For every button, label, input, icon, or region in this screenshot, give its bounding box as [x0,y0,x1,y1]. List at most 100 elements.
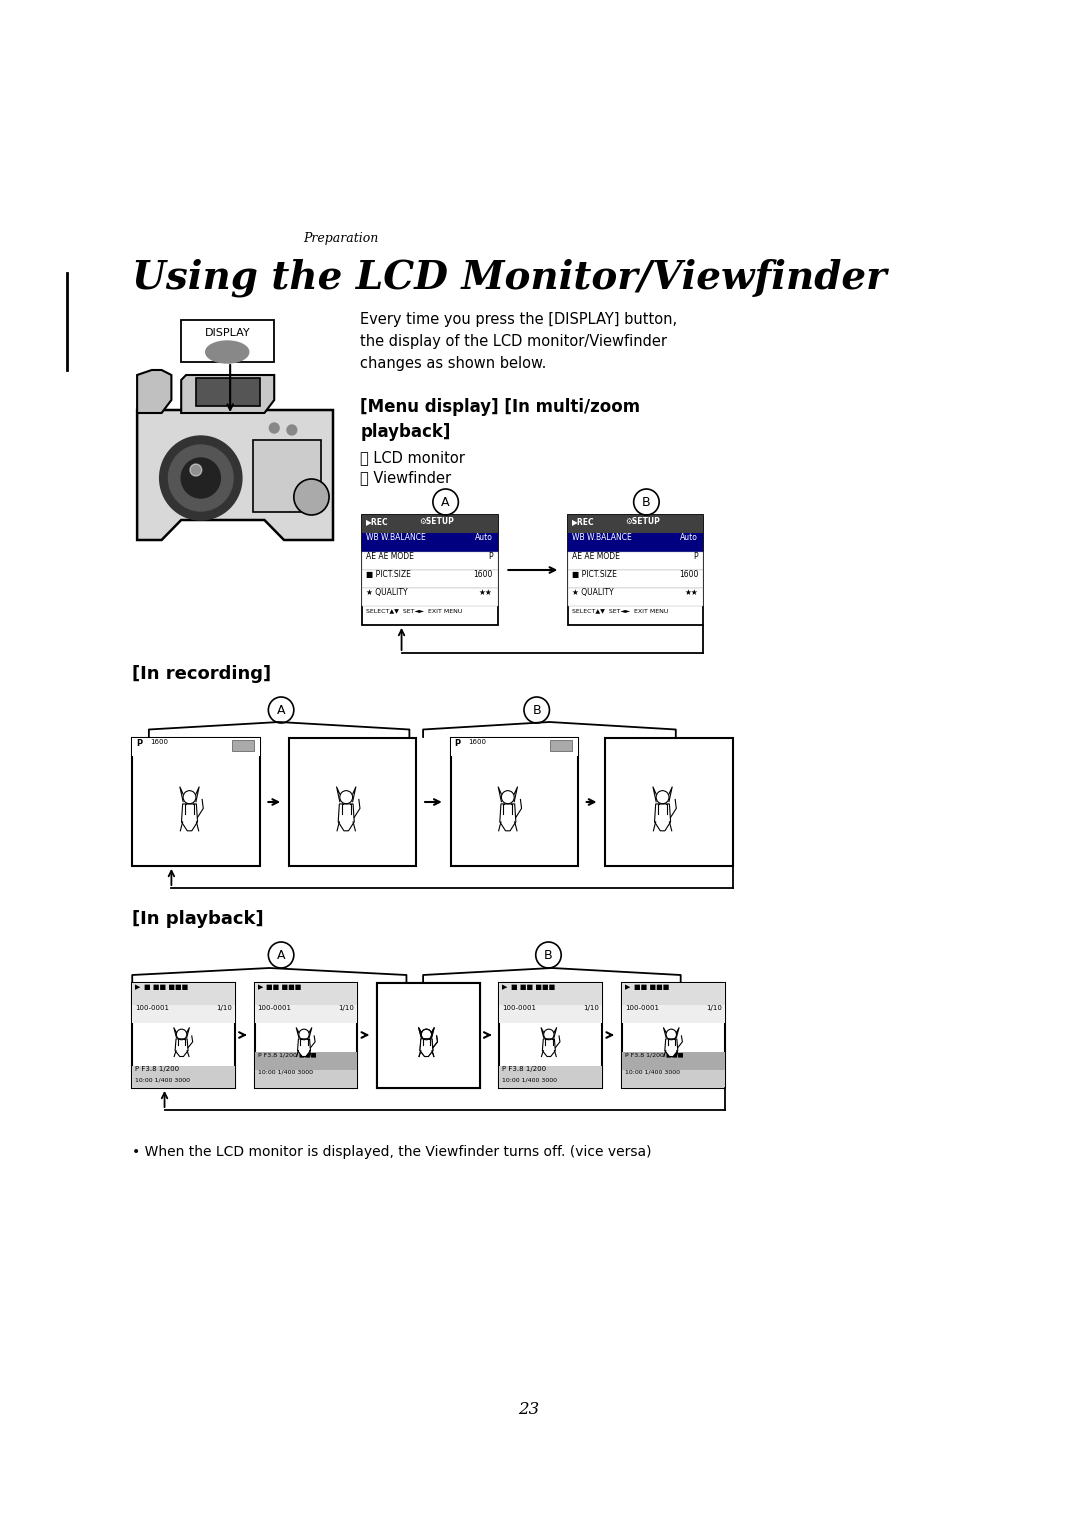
Bar [132,1006,235,1022]
Bar [255,1006,357,1022]
Text: ★★: ★★ [478,588,492,597]
Text: [In playback]: [In playback] [132,909,264,928]
Polygon shape [338,804,354,830]
Text: 10:00 1/400 3000: 10:00 1/400 3000 [258,1070,312,1074]
Bar [568,588,703,606]
Text: B: B [532,703,541,717]
Text: WB W.BALANCE: WB W.BALANCE [366,533,426,542]
Text: 10:00 1/400 3000: 10:00 1/400 3000 [625,1070,679,1074]
Text: ▶: ▶ [502,984,508,990]
Bar [363,514,498,533]
Bar [255,983,357,1088]
Text: ■■ ■■■: ■■ ■■■ [267,984,301,990]
Text: 1/10: 1/10 [706,1006,721,1012]
Bar [450,739,578,755]
Text: ▶: ▶ [135,984,140,990]
Bar [499,1067,603,1088]
Text: P F3.8 1/200: P F3.8 1/200 [135,1067,179,1071]
Bar [622,1051,725,1070]
Bar [568,514,703,533]
Circle shape [294,479,329,514]
Text: AE AE MODE: AE AE MODE [572,552,620,562]
Bar [132,983,235,1006]
Bar [132,1067,235,1088]
Circle shape [168,446,233,511]
Bar [232,740,254,751]
Text: 1600: 1600 [150,739,167,745]
Bar [377,983,480,1088]
Bar [622,983,725,1088]
Text: Auto: Auto [680,533,699,542]
Text: P: P [136,739,143,748]
Text: 100-0001: 100-0001 [625,1006,659,1012]
Polygon shape [181,375,274,414]
Bar [568,533,703,552]
Polygon shape [500,804,516,830]
Bar [363,571,498,588]
Text: ■■ ■■■: ■■ ■■■ [634,984,669,990]
Bar [605,739,732,865]
Bar [255,1051,357,1070]
Text: 100-0001: 100-0001 [258,1006,292,1012]
Text: 10:00 1/400 3000: 10:00 1/400 3000 [502,1077,557,1082]
Bar [568,571,703,588]
Polygon shape [137,369,172,414]
Bar [568,552,703,571]
Text: 1600: 1600 [468,739,486,745]
Circle shape [190,464,202,476]
Bar [377,983,480,1088]
Text: ■ PICT.SIZE: ■ PICT.SIZE [572,571,617,578]
Bar [255,1070,357,1088]
Text: Ⓐ LCD monitor: Ⓐ LCD monitor [361,450,465,465]
Bar [289,739,416,865]
Polygon shape [175,1039,188,1056]
Bar [622,1006,725,1022]
Bar [551,740,572,751]
Text: ★★: ★★ [685,588,699,597]
Text: [Menu display] [In multi/zoom
playback]: [Menu display] [In multi/zoom playback] [361,398,640,441]
Text: A: A [442,496,450,508]
Polygon shape [420,1039,433,1056]
Text: P: P [693,552,699,562]
Text: • When the LCD monitor is displayed, the Viewfinder turns off. (vice versa): • When the LCD monitor is displayed, the… [132,1144,651,1160]
Text: B: B [544,949,553,961]
Text: Preparation: Preparation [303,232,379,246]
Bar [132,983,235,1088]
Bar [253,439,321,513]
Text: ★ QUALITY: ★ QUALITY [572,588,613,597]
Text: AE AE MODE: AE AE MODE [366,552,414,562]
Circle shape [269,423,279,433]
Text: P: P [488,552,492,562]
Text: P F3.8 1/200: P F3.8 1/200 [502,1067,546,1071]
Text: ⚙SETUP: ⚙SETUP [625,517,660,526]
Text: Every time you press the [DISPLAY] button,
the display of the LCD monitor/Viewfi: Every time you press the [DISPLAY] butto… [361,311,677,371]
Polygon shape [665,1039,678,1056]
Text: ▶: ▶ [625,984,631,990]
Bar [255,983,357,1006]
Text: Using the LCD Monitor/Viewfinder: Using the LCD Monitor/Viewfinder [132,258,887,296]
Text: SELECT▲▼  SET◄►  EXIT MENU: SELECT▲▼ SET◄► EXIT MENU [572,607,669,613]
Text: 1/10: 1/10 [583,1006,599,1012]
Text: 1/10: 1/10 [216,1006,232,1012]
Circle shape [181,458,220,497]
Bar [132,739,259,755]
Text: ⚙SETUP: ⚙SETUP [419,517,454,526]
Bar [499,983,603,1088]
Bar [363,588,498,606]
Bar [363,514,498,626]
Circle shape [160,436,242,520]
Text: ★ QUALITY: ★ QUALITY [366,588,408,597]
Text: ■ ■■ ■■■: ■ ■■ ■■■ [144,984,188,990]
Bar [622,983,725,1006]
Bar [363,552,498,571]
Bar [499,1006,603,1022]
Circle shape [287,426,297,435]
Text: P F3.8 1/200 ■■■: P F3.8 1/200 ■■■ [258,1051,316,1058]
Bar [181,320,274,362]
Ellipse shape [205,340,248,363]
Text: 100-0001: 100-0001 [502,1006,537,1012]
Polygon shape [181,804,198,830]
Bar [499,983,603,1006]
Polygon shape [542,1039,555,1056]
Text: A: A [276,703,285,717]
